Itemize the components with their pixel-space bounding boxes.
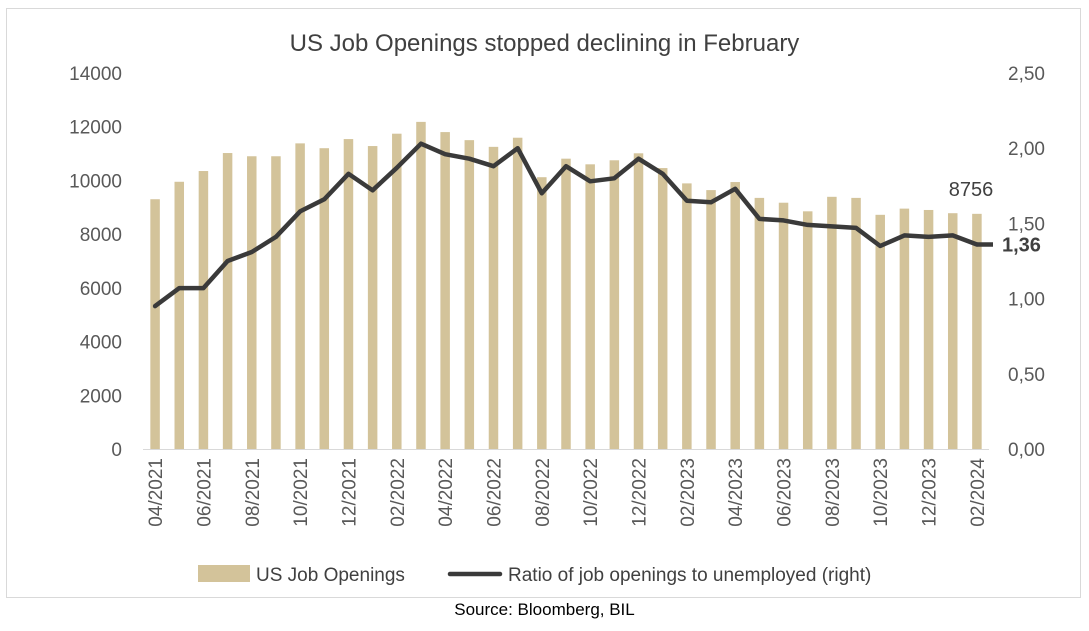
x-tick-label: 10/2023 — [871, 458, 892, 527]
x-tick-label: 04/2021 — [146, 458, 167, 527]
bar-job-openings — [561, 158, 571, 449]
bar-job-openings — [367, 146, 378, 449]
y-left-tick-label: 14000 — [69, 64, 122, 85]
bar-job-openings — [754, 197, 765, 449]
bar-job-openings — [802, 211, 813, 449]
x-tick-label: 08/2023 — [823, 458, 844, 527]
bar-job-openings — [730, 182, 740, 450]
bar-job-openings — [947, 213, 958, 449]
source-note: Source: Bloomberg, BIL — [454, 600, 635, 619]
bar-job-openings — [319, 148, 330, 449]
y-right-tick-label: 1,00 — [1008, 290, 1045, 311]
y-left-tick-label: 0 — [111, 440, 122, 461]
x-tick-label: 06/2021 — [194, 458, 215, 527]
y-right-tick-label: 2,00 — [1008, 139, 1045, 160]
y-left-tick-label: 8000 — [80, 225, 122, 246]
x-tick-label: 02/2023 — [678, 458, 699, 527]
bar-job-openings — [633, 153, 644, 449]
x-tick-label: 10/2022 — [581, 458, 602, 527]
legend-swatch-bars — [198, 565, 250, 582]
x-tick-label: 10/2021 — [291, 458, 312, 527]
bar-job-openings — [899, 208, 910, 449]
bar-job-openings — [247, 156, 257, 449]
bar-job-openings — [972, 213, 982, 449]
bar-job-openings — [464, 140, 475, 449]
bar-job-openings — [657, 168, 668, 449]
bar-job-openings — [682, 183, 692, 449]
line-ratio — [152, 141, 980, 309]
bar-job-openings — [851, 197, 861, 449]
y-left-tick-label: 2000 — [80, 386, 122, 407]
y-right-tick-label: 1,50 — [1008, 214, 1045, 235]
x-tick-label: 12/2023 — [920, 458, 941, 527]
bar-job-openings — [488, 146, 499, 449]
y-left-tick-label: 10000 — [69, 171, 122, 192]
x-tick-label: 08/2022 — [533, 458, 554, 527]
y-right-tick-label: 0,50 — [1008, 365, 1045, 386]
x-tick-label: 02/2024 — [968, 458, 989, 527]
chart-title: US Job Openings stopped declining in Feb… — [289, 30, 800, 57]
x-tick-label: 04/2022 — [436, 458, 457, 527]
bar-job-openings — [706, 190, 716, 449]
legend-label-bars: US Job Openings — [256, 565, 405, 586]
bar-job-openings — [827, 196, 837, 449]
y-left-tick-label: 6000 — [80, 279, 122, 300]
bar-job-openings — [392, 133, 402, 449]
bar-job-openings — [923, 209, 934, 449]
bar-job-openings — [343, 139, 354, 449]
x-tick-label: 04/2023 — [726, 458, 747, 527]
annotation-last-ratio: 1,36 — [1002, 234, 1041, 256]
x-tick-label: 06/2022 — [484, 458, 505, 527]
bar-job-openings — [222, 153, 233, 449]
x-tick-label: 12/2022 — [630, 458, 651, 527]
x-tick-label: 06/2023 — [775, 458, 796, 527]
bar-job-openings — [537, 177, 547, 449]
bar-job-openings — [416, 121, 426, 449]
bar-job-openings — [271, 156, 281, 449]
x-tick-label: 02/2022 — [388, 458, 409, 527]
legend-label-line: Ratio of job openings to unemployed (rig… — [508, 565, 871, 586]
bar-job-openings — [174, 181, 185, 449]
y-right-tick-label: 2,50 — [1008, 64, 1045, 85]
bar-job-openings — [150, 199, 160, 449]
y-left-tick-label: 4000 — [80, 333, 122, 354]
x-tick-label: 08/2021 — [243, 458, 264, 527]
bar-job-openings — [875, 214, 885, 449]
annotation-last-bar: 8756 — [949, 179, 994, 201]
bar-job-openings — [609, 160, 620, 450]
bar-job-openings — [440, 132, 450, 450]
bar-job-openings — [778, 202, 789, 449]
bar-job-openings — [295, 143, 305, 449]
bar-job-openings — [512, 137, 523, 449]
y-right-tick-label: 0,00 — [1008, 440, 1045, 461]
y-left-tick-label: 12000 — [69, 118, 122, 139]
x-tick-label: 12/2021 — [339, 458, 360, 527]
bar-job-openings — [585, 164, 595, 450]
bar-job-openings — [198, 171, 209, 449]
